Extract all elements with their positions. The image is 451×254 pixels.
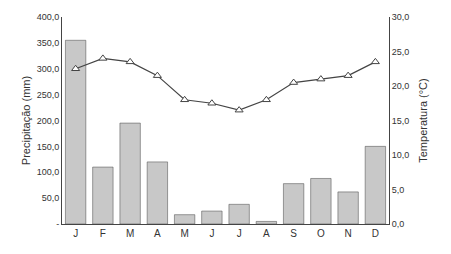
- svg-text:400,0: 400,0: [37, 12, 60, 22]
- svg-text:20,0: 20,0: [392, 81, 410, 91]
- svg-text:10,0: 10,0: [392, 150, 410, 160]
- svg-text:A: A: [263, 228, 270, 239]
- svg-text:150,0: 150,0: [37, 142, 60, 152]
- svg-text:25,0: 25,0: [392, 47, 410, 57]
- svg-text:A: A: [154, 228, 161, 239]
- svg-text:J: J: [209, 228, 214, 239]
- svg-text:15,0: 15,0: [392, 116, 410, 126]
- svg-text:M: M: [180, 228, 188, 239]
- svg-text:J: J: [237, 228, 242, 239]
- svg-text:M: M: [126, 228, 134, 239]
- svg-text:N: N: [345, 228, 352, 239]
- svg-text:Precipitação (mm): Precipitação (mm): [20, 76, 32, 165]
- svg-text:30,0: 30,0: [392, 12, 410, 22]
- svg-text:S: S: [290, 228, 297, 239]
- svg-text:250,0: 250,0: [37, 90, 60, 100]
- svg-text:5,0: 5,0: [392, 185, 405, 195]
- svg-text:D: D: [372, 228, 379, 239]
- svg-text:Temperatura (°C): Temperatura (°C): [417, 78, 429, 162]
- svg-text:J: J: [73, 228, 78, 239]
- svg-text:300,0: 300,0: [37, 64, 60, 74]
- svg-text:100,0: 100,0: [37, 167, 60, 177]
- svg-text:200,0: 200,0: [37, 116, 60, 126]
- svg-text:0,0: 0,0: [392, 219, 405, 229]
- svg-text:-: -: [56, 219, 59, 229]
- svg-text:O: O: [317, 228, 325, 239]
- svg-text:F: F: [100, 228, 106, 239]
- svg-text:50,0: 50,0: [42, 193, 60, 203]
- svg-text:350,0: 350,0: [37, 38, 60, 48]
